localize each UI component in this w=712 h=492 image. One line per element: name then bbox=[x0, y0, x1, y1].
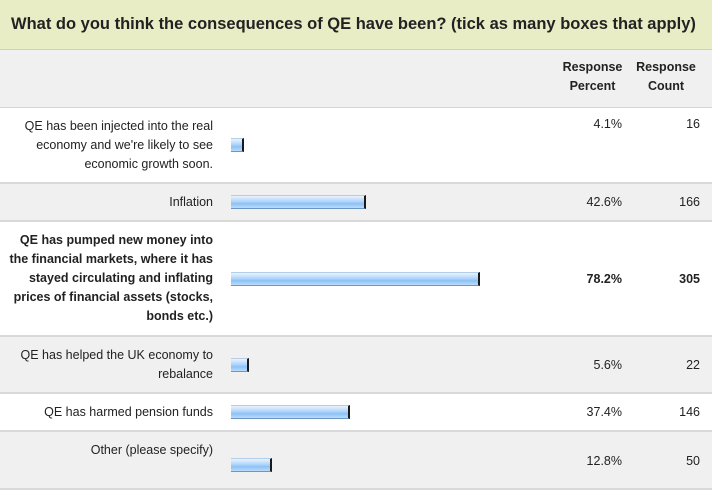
response-count: 50 bbox=[686, 454, 700, 468]
header-response-percent: Response Percent bbox=[562, 60, 623, 93]
response-count: 166 bbox=[679, 195, 700, 209]
response-bar bbox=[231, 458, 272, 472]
response-percent: 42.6% bbox=[586, 195, 622, 209]
response-percent: 37.4% bbox=[586, 405, 622, 419]
response-percent: 78.2% bbox=[586, 271, 622, 286]
answer-row: QE has harmed pension funds 37.4% 146 bbox=[0, 394, 712, 432]
bar-cell bbox=[223, 138, 553, 152]
answer-row: Other (please specify) 12.8% 50 bbox=[0, 432, 712, 490]
header-response-count: Response Count bbox=[636, 60, 696, 93]
answer-label: QE has helped the UK economy to rebalanc… bbox=[20, 347, 213, 381]
response-count: 22 bbox=[686, 357, 700, 372]
bar-cell bbox=[223, 357, 553, 372]
response-bar bbox=[231, 271, 480, 286]
answer-label: Other (please specify) bbox=[90, 443, 213, 457]
bar-cell bbox=[223, 195, 553, 209]
response-percent: 5.6% bbox=[593, 357, 623, 372]
answer-row: QE has pumped new money into the financi… bbox=[0, 222, 712, 337]
response-bar bbox=[231, 195, 366, 209]
answer-row: Inflation 42.6% 166 bbox=[0, 184, 712, 222]
response-count: 305 bbox=[679, 271, 700, 286]
response-bar bbox=[231, 405, 350, 419]
bar-cell bbox=[223, 448, 553, 472]
answer-row: QE has been injected into the real econo… bbox=[0, 108, 712, 184]
header-spacer bbox=[0, 50, 555, 107]
answer-label: Inflation bbox=[169, 194, 213, 209]
column-header-row: Response Percent Response Count bbox=[0, 50, 712, 108]
response-bar bbox=[231, 138, 244, 152]
bar-cell bbox=[223, 405, 553, 419]
response-percent: 4.1% bbox=[593, 117, 623, 131]
response-percent: 12.8% bbox=[586, 454, 622, 468]
question-title: What do you think the consequences of QE… bbox=[0, 0, 712, 50]
answer-row: QE has helped the UK economy to rebalanc… bbox=[0, 337, 712, 394]
answer-label: QE has been injected into the real econo… bbox=[24, 119, 213, 171]
answer-label: QE has pumped new money into the financi… bbox=[9, 233, 213, 323]
response-count: 16 bbox=[686, 117, 700, 131]
response-bar bbox=[231, 357, 249, 372]
answer-label: QE has harmed pension funds bbox=[44, 404, 213, 419]
response-count: 146 bbox=[679, 405, 700, 419]
bar-cell bbox=[223, 271, 553, 286]
